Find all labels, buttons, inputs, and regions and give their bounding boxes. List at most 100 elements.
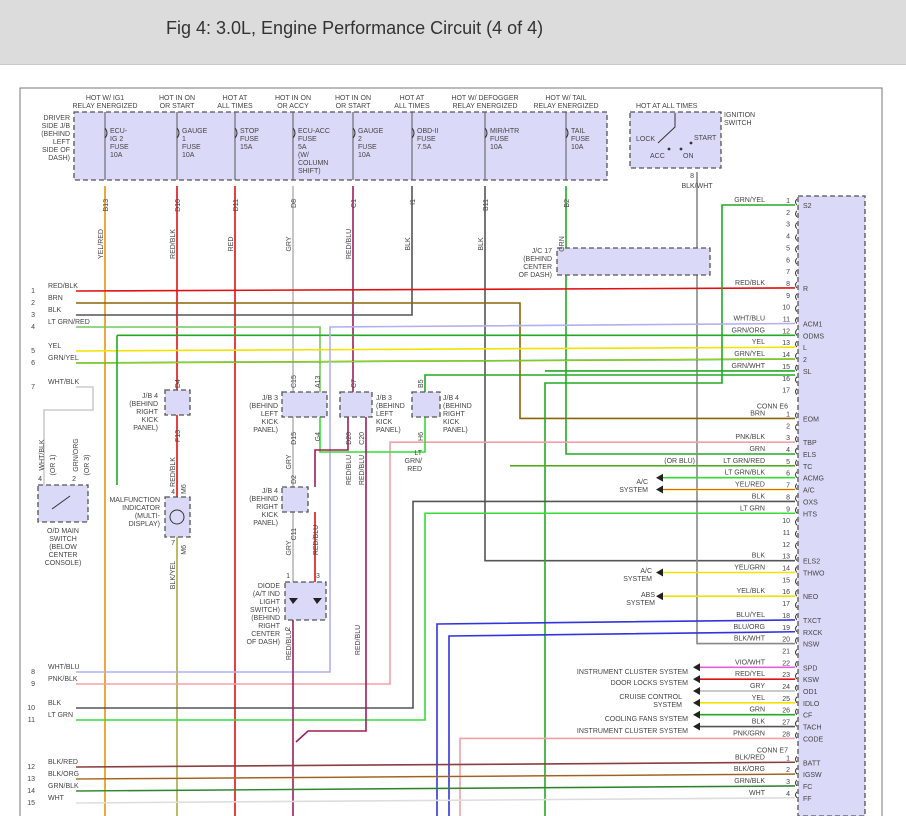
left-wire-color: LT GRN/RED [48, 319, 90, 326]
wire-grn-blk-stripe [75, 785, 796, 792]
pcm-wire-note: (OR BLU) [664, 458, 695, 465]
label: (OR 1) [50, 455, 57, 476]
pcm-pin-number: 7 [786, 269, 790, 276]
wire-jb-ltgrn [319, 417, 426, 453]
label-line: IG 2 [110, 136, 123, 143]
label-line: GRY [286, 236, 293, 251]
pin-connector [795, 269, 798, 277]
label-line: 15 [27, 800, 35, 807]
label-line: HOT AT [223, 95, 248, 102]
pcm-pin-number: 15 [782, 577, 790, 584]
wire-blk-wht-nsw [696, 275, 795, 645]
pcm-pin-function: FF [803, 796, 812, 803]
pin-connector [795, 328, 798, 336]
ignition-hot-label: HOT AT ALL TIMES [636, 103, 698, 110]
pcm-pin-number: 3 [786, 222, 790, 229]
fuse-icon [292, 127, 296, 139]
pin-connector [795, 281, 798, 289]
label-line: YEL/GRN [734, 565, 765, 572]
component-label: J/B 4 (BEHIND RIGHT KICK PANEL) [249, 488, 279, 527]
wire-red-blk-1 [75, 287, 796, 292]
label-line: (BEHIND [129, 401, 158, 408]
label-line: 5 [786, 245, 790, 252]
label-line: B11 [483, 199, 490, 211]
wire-ltgrn-red-stripe [76, 326, 321, 392]
label: M6 [181, 545, 188, 555]
pcm-wire-color: BLK [752, 493, 766, 500]
label-line: PANEL) [376, 427, 401, 434]
pcm-wire-color: GRN/YEL [734, 351, 765, 358]
label-line: RED/BLU [346, 455, 353, 485]
wire-red-blu-d20-stripe [314, 417, 349, 487]
pcm-pin-function: CF [803, 713, 812, 720]
label-line: B13 [103, 199, 110, 212]
label-line: (A/T IND [253, 591, 280, 598]
left-wire-color: WHT/BLU [48, 664, 80, 671]
label: C7 [351, 379, 358, 388]
label-line: ALL TIMES [217, 103, 253, 110]
label-line: STOP [240, 128, 259, 135]
label-line: D4 [175, 379, 182, 388]
label-line: 1 [31, 288, 35, 295]
label: (OR 3) [84, 455, 91, 476]
label-line: 12 [27, 764, 35, 771]
label-line: 2 [803, 357, 807, 364]
arrow-icon [656, 473, 663, 482]
label-line: PANEL) [253, 427, 278, 434]
label-line: GRN [749, 446, 765, 453]
pcm-wire-color: YEL [752, 339, 765, 346]
fuse-icon [565, 127, 569, 139]
pcm-pin-number: 4 [786, 447, 790, 454]
label-line: D2 [291, 475, 298, 484]
label-line: C1 [351, 199, 358, 208]
label-line: SL [803, 369, 812, 376]
fuse-name: OBD-II FUSE 7.5A [417, 128, 438, 151]
left-wire-number: 6 [31, 360, 35, 367]
label-line: A/C [636, 479, 648, 486]
pcm-pin-number: 17 [782, 601, 790, 608]
pcm-wire-color: PNK/BLK [735, 434, 765, 441]
label: LT GRN/RED [405, 450, 423, 473]
label-line: LOCK [636, 136, 655, 143]
left-wire-number: 13 [27, 776, 35, 783]
label-line: GRN/WHT [732, 363, 766, 370]
left-wire-color: BLK/ORG [48, 771, 79, 778]
pcm-pin-number: 14 [782, 352, 790, 359]
label-line: YEL [48, 343, 61, 350]
pcm-pin-function: TC [803, 464, 812, 471]
left-wire-color: GRN/YEL [48, 355, 79, 362]
fuse-name: GAUGE 1 FUSE 10A [182, 128, 208, 159]
label-line: RED/BLU [355, 625, 362, 655]
label-line: GRN/BLK [48, 783, 79, 790]
wire-wht-blk [43, 386, 94, 485]
label-line: FC [803, 784, 812, 791]
fuse-wire-color: BLK [405, 237, 412, 251]
label: 1 [286, 573, 290, 580]
pin-connector [795, 589, 798, 597]
label-line: 7 [786, 483, 790, 490]
label-line: SWITCH) [250, 607, 280, 614]
label-line: 14 [782, 566, 790, 573]
pcm-pin-function: R [803, 286, 808, 293]
pin-connector [795, 234, 798, 241]
label-line: GRN [559, 236, 566, 252]
label-line: COLUMN [298, 160, 328, 167]
header-bar: Fig 4: 3.0L, Engine Performance Circuit … [0, 0, 906, 65]
label: 4 [38, 476, 42, 483]
left-wire-color: WHT [48, 795, 65, 802]
label-line: NEO [803, 594, 819, 601]
label-line: C15 [291, 375, 298, 388]
wire-pnk-blk [76, 441, 795, 685]
label-line: ELS [803, 452, 817, 459]
pcm-pin-number: 17 [782, 388, 790, 395]
label-line: SPD [803, 665, 817, 672]
label-line: DOOR LOCKS SYSTEM [611, 680, 689, 687]
label-line: GRN/YEL [48, 355, 79, 362]
pcm-pin-number: 23 [782, 672, 790, 679]
pin-connector [795, 696, 798, 704]
label-line: BATT [803, 760, 821, 767]
pin-connector [795, 637, 798, 644]
label-line: CONSOLE) [45, 560, 82, 567]
fuse-hot-label: HOT IN ON OR START [335, 95, 371, 110]
pcm-pin-function: FC [803, 784, 812, 791]
